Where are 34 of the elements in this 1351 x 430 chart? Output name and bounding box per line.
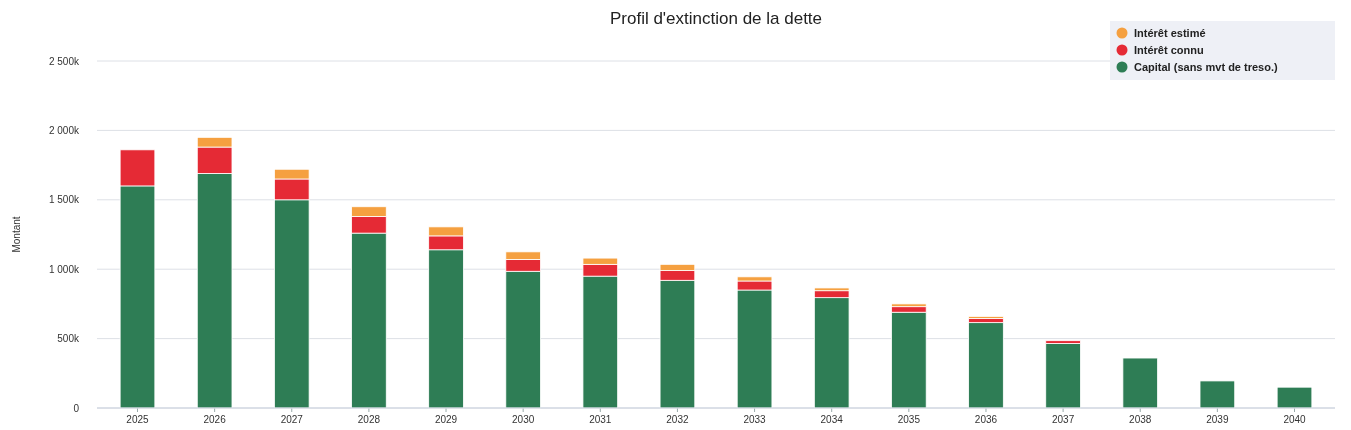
x-tick-label: 2028 [357,414,381,425]
x-tick-label: 2029 [434,414,458,425]
bar [1045,343,1081,409]
legend-label: Intérêt connu [1134,44,1204,56]
x-tick-label: 2039 [1206,414,1229,425]
y-tick-label: 1 000k [48,263,80,275]
x-tick-label: 2026 [203,414,227,425]
bar [968,315,1004,319]
x-tick-label: 2036 [974,414,998,425]
x-tick-label: 2031 [589,414,612,425]
y-tick-label: 0 [73,402,80,414]
bar [1199,380,1236,409]
chart-title: Profil d'extinction de la dette [609,9,823,28]
y-tick-label: 1 500k [48,194,80,206]
x-tick-label: 2038 [1129,414,1152,425]
y-tick-label: 2 500k [48,55,80,67]
y-axis-title: Montant [11,216,22,253]
x-tick-label: 2037 [1051,414,1075,425]
x-tick-label: 2034 [820,414,844,425]
bar [1122,357,1158,409]
x-tick-label: 2040 [1283,414,1307,425]
bar [1276,386,1313,409]
x-tick-label: 2033 [743,414,767,425]
legend-label: Capital (sans mvt de treso.) [1134,61,1278,73]
x-tick-label: 2027 [280,414,304,425]
legend-label: Intérêt estimé [1134,27,1206,39]
x-tick-label: 2035 [897,414,921,425]
bar [968,322,1004,409]
x-tick-label: 2032 [666,414,689,425]
bar [891,311,927,409]
y-tick-label: 500k [57,333,80,345]
y-tick-label: 2 000k [48,124,80,136]
x-tick-label: 2030 [512,414,535,425]
x-tick-label: 2025 [126,414,150,425]
